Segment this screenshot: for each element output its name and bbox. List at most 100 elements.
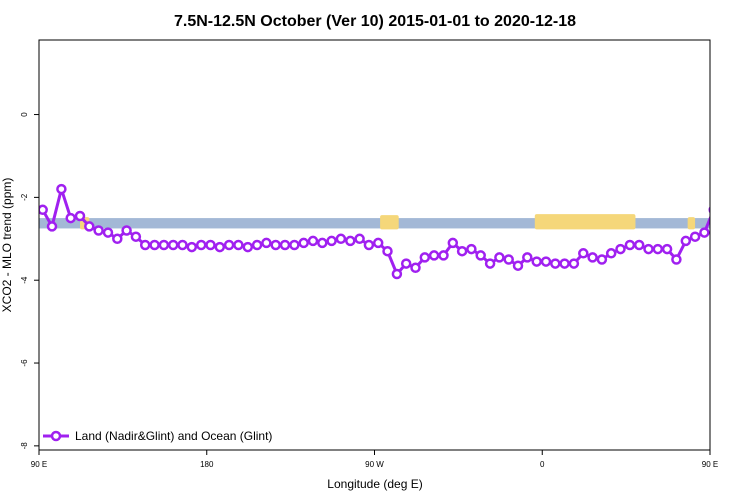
data-point [270, 239, 281, 251]
data-point [475, 250, 486, 261]
data-point [719, 222, 727, 230]
data-point [74, 210, 86, 222]
data-point [680, 235, 692, 247]
data-point [466, 243, 477, 255]
data-point [186, 241, 198, 253]
data-point [438, 250, 449, 261]
data-point [149, 239, 160, 251]
data-point [195, 239, 207, 251]
data-point [728, 185, 736, 193]
data-point [540, 256, 552, 267]
data-point [605, 248, 617, 259]
data-point [56, 183, 67, 195]
band-layer [39, 218, 710, 229]
data-point [139, 239, 151, 251]
y-tick-label: -8 [20, 442, 29, 450]
data-point [382, 245, 393, 257]
data-point [522, 252, 533, 263]
y-axis-label: XCO2 - MLO trend (ppm) [0, 178, 14, 313]
plot-area [39, 183, 746, 280]
y-axis-ticks: 0 -2 -4 -6 -8 [20, 112, 39, 450]
x-tick-label: 90 E [31, 460, 47, 469]
land-region [534, 214, 636, 230]
data-point [400, 258, 412, 269]
data-point [410, 262, 421, 274]
data-point [456, 245, 468, 257]
data-point [391, 268, 403, 280]
y-tick-label: 0 [20, 112, 29, 117]
data-point [363, 239, 375, 251]
data-point [279, 239, 291, 251]
y-tick-label: -6 [20, 359, 29, 367]
data-point [428, 250, 440, 261]
x-axis-label: Longitude (deg E) [327, 477, 422, 491]
data-point [93, 225, 104, 236]
data-point [419, 252, 431, 263]
data-point [298, 237, 309, 249]
latitude-band [39, 218, 710, 229]
data-point [46, 221, 58, 232]
data-point [65, 212, 76, 224]
chart-title: 7.5N-12.5N October (Ver 10) 2015-01-01 t… [174, 13, 576, 30]
data-point [633, 239, 645, 251]
data-point [494, 252, 505, 263]
land-layer [80, 214, 696, 230]
x-tick-label: 90 W [365, 460, 384, 469]
data-point [578, 248, 589, 259]
data-point [354, 233, 365, 245]
data-point [503, 254, 514, 265]
data-point [484, 258, 496, 269]
data-point [335, 233, 347, 245]
legend: Land (Nadir&Glint) and Ocean (Glint) [43, 429, 272, 443]
data-point [624, 239, 636, 251]
data-point [512, 260, 524, 271]
data-point [615, 243, 626, 255]
data-point [447, 237, 459, 249]
data-point [559, 258, 570, 269]
data-point [242, 241, 254, 253]
data-point [289, 239, 300, 251]
y-tick-label: -4 [20, 276, 29, 284]
data-point [112, 233, 123, 245]
data-point [372, 237, 384, 249]
data-point [214, 241, 226, 253]
data-point [708, 206, 710, 214]
data-point [307, 235, 319, 247]
x-tick-label: 90 E [702, 460, 718, 469]
data-point [177, 239, 188, 251]
data-point [102, 227, 114, 238]
data-point [738, 214, 746, 222]
data-point [205, 239, 216, 251]
land-region [687, 217, 696, 230]
data-point [121, 225, 132, 236]
data-point [699, 227, 710, 238]
x-axis-ticks: 90 E 180 90 W 0 90 E [31, 450, 718, 469]
data-point [652, 243, 664, 255]
data-point [587, 252, 598, 263]
series-layer [39, 183, 746, 280]
data-point [130, 231, 142, 242]
legend-marker [50, 430, 62, 442]
data-point [158, 239, 170, 251]
data-point [661, 243, 673, 255]
data-point [550, 258, 561, 269]
series-line [41, 187, 710, 276]
data-point [317, 237, 328, 249]
data-point [233, 239, 244, 251]
y-tick-label: -2 [20, 193, 29, 201]
data-point [531, 256, 542, 267]
x-tick-label: 180 [200, 460, 214, 469]
data-point [643, 243, 654, 255]
data-point [568, 258, 580, 269]
data-point [39, 204, 48, 216]
data-point [596, 254, 608, 265]
data-point [167, 239, 179, 251]
data-point [345, 235, 356, 247]
data-point [223, 239, 235, 251]
data-point [84, 221, 95, 232]
data-point [671, 254, 682, 265]
data-point [261, 237, 272, 249]
land-region [380, 215, 399, 230]
data-point [689, 231, 701, 242]
